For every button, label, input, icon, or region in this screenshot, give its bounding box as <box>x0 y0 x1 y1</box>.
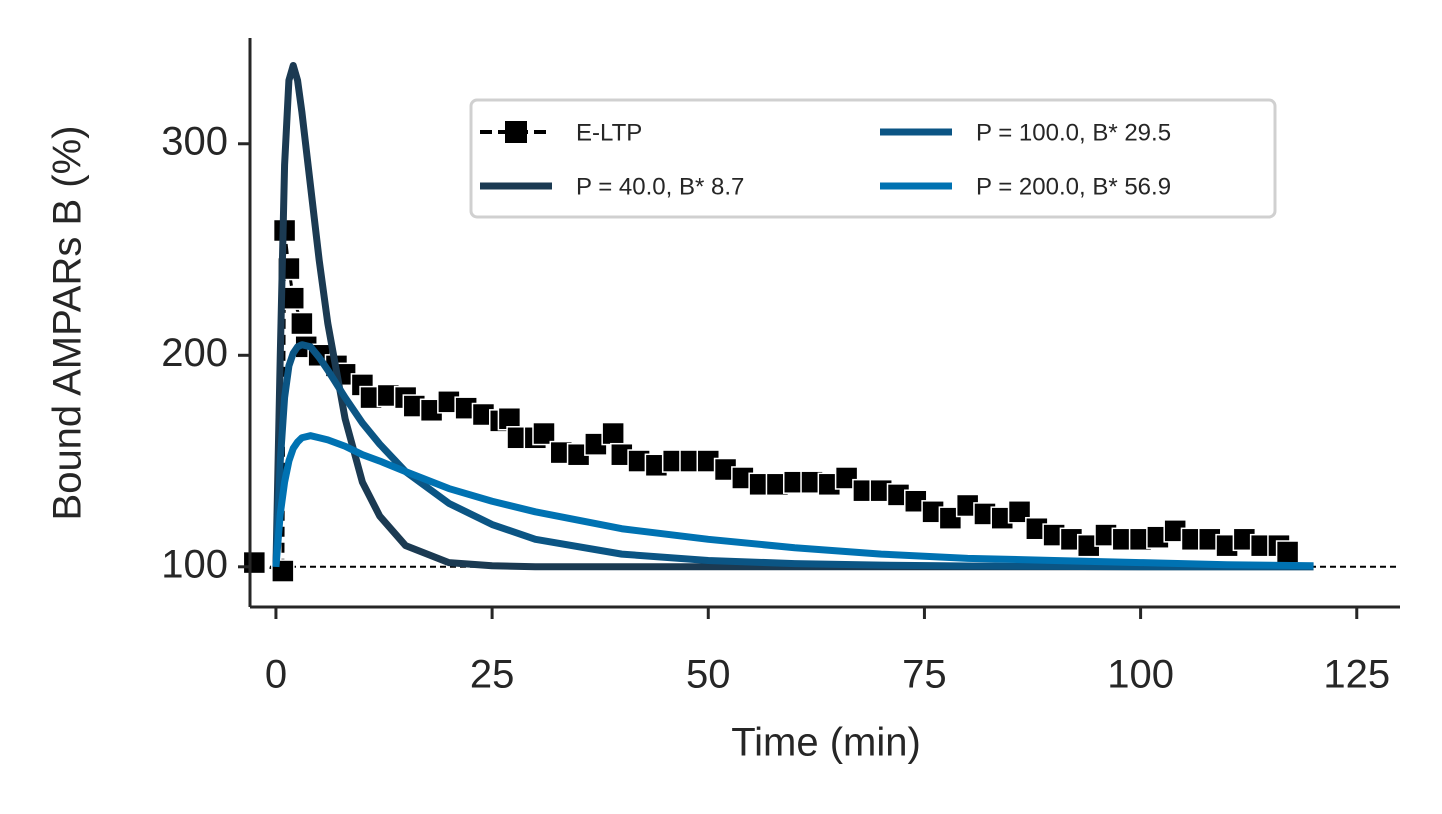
x-tick-label: 50 <box>686 653 731 697</box>
x-tick-label: 100 <box>1107 653 1174 697</box>
marker <box>281 286 305 310</box>
legend: E-LTP P = 40.0, B* 8.7 P = 100.0, B* 29.5 P… <box>469 98 1277 219</box>
marker <box>290 311 314 336</box>
legend-label: P = 100.0, B* 29.5 <box>976 119 1171 146</box>
y-tick-label: 100 <box>161 542 228 586</box>
marker <box>938 506 963 530</box>
marker <box>532 421 556 446</box>
y-tick-label: 300 <box>161 119 228 163</box>
x-axis-label: Time (min) <box>731 721 921 765</box>
legend-frame <box>469 98 1277 219</box>
x-tick-label: 0 <box>265 653 287 697</box>
marker <box>242 550 267 575</box>
marker <box>834 466 859 490</box>
x-tick-label: 25 <box>470 653 515 697</box>
legend-label: P = 40.0, B* 8.7 <box>576 173 744 200</box>
marker <box>1275 540 1300 564</box>
legend-label: P = 200.0, B* 56.9 <box>976 173 1171 200</box>
x-tick-label: 75 <box>902 653 947 697</box>
series-line <box>272 341 1314 571</box>
marker <box>1007 500 1032 524</box>
y-axis-label: Bound AMPARs B (%) <box>46 126 90 521</box>
legend-marker <box>505 121 527 143</box>
series-line <box>272 432 1314 570</box>
y-tick-label: 200 <box>161 331 228 375</box>
marker <box>601 421 625 446</box>
x-tick-label: 125 <box>1323 653 1390 697</box>
legend-label: E-LTP <box>576 119 642 146</box>
